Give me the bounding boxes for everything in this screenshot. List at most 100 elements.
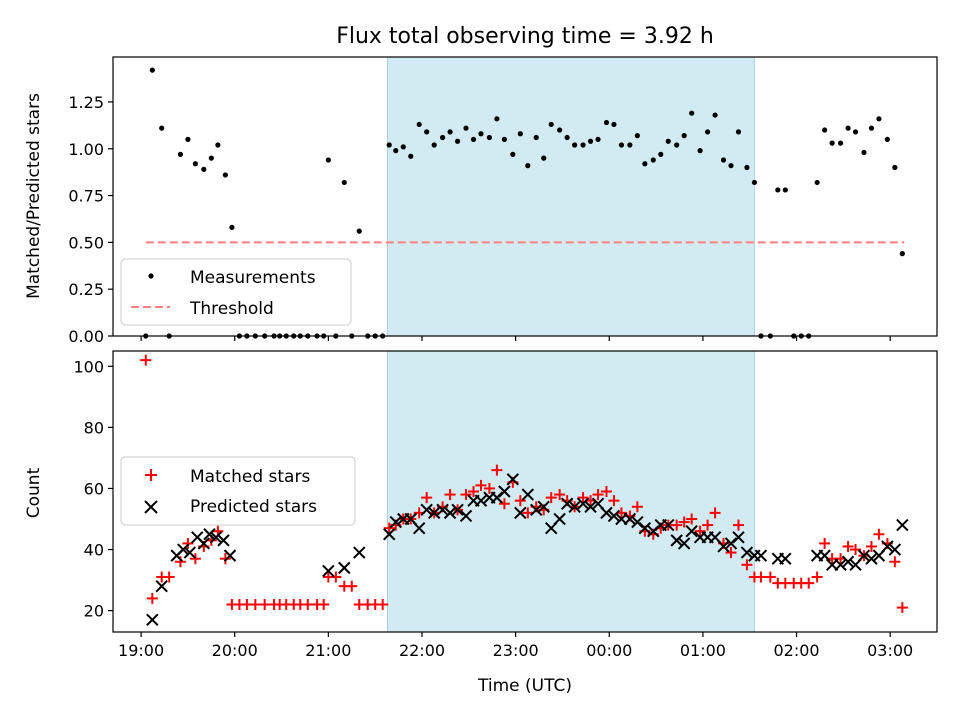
ytick-label: 0.00	[68, 327, 104, 346]
ytick-label: 0.75	[68, 187, 104, 206]
predicted-star-point	[841, 555, 855, 568]
matched-star-point	[811, 571, 823, 583]
predicted-star-point	[209, 531, 223, 544]
ratio-panel-ticks: 0.00 0.25 0.50 0.75 1.00 1.25	[68, 93, 891, 346]
xtick-label: 20:00	[212, 641, 258, 660]
ratio-legend: Measurements Threshold	[120, 258, 352, 326]
predicted-star-point	[412, 521, 426, 535]
matched-star-point	[146, 592, 158, 604]
measurement-point	[876, 116, 882, 122]
measurement-point	[580, 142, 586, 148]
count-panel-ylabel: Count	[24, 467, 44, 518]
measurement-point	[712, 112, 718, 118]
count-panel-frame	[112, 350, 938, 633]
predicted-star-point	[662, 518, 675, 532]
matched-star-point	[189, 553, 201, 565]
predicted-star-point	[146, 613, 159, 626]
predicted-star-point	[521, 488, 535, 501]
measurement-point	[478, 131, 484, 137]
predicted-star-point	[732, 531, 745, 544]
legend-threshold-label: Threshold	[189, 299, 274, 319]
ytick-label: 20	[84, 602, 104, 621]
measurement-point	[533, 134, 539, 141]
predicted-star-point	[451, 503, 464, 517]
predicted-star-point	[530, 503, 543, 517]
predicted-star-point	[217, 534, 230, 547]
measurement-point	[440, 134, 446, 141]
predicted-star-point	[443, 506, 457, 520]
predicted-star-point	[420, 503, 433, 517]
matched-star-point	[819, 537, 831, 549]
ratio-panel: 0.00 0.25 0.50 0.75 1.00 1.25 Matched/Predict…	[24, 56, 938, 346]
count-panel-ticks: 20 40 60 80 100 19:00 20:00 21:00 22:00 23:00 00:0…	[73, 357, 913, 660]
measurement-point	[892, 164, 898, 171]
measurement-point	[782, 187, 788, 193]
measurement-point	[595, 136, 601, 142]
predicted-star-point	[322, 564, 335, 578]
ytick-label: 0.50	[68, 233, 104, 252]
matched-star-point	[318, 599, 330, 611]
ratio-panel-shaded-span	[386, 56, 755, 337]
xtick-label: 02:00	[773, 641, 819, 660]
measurement-point	[697, 148, 703, 154]
legend-measurements-label: Measurements	[190, 268, 316, 288]
measurement-point	[751, 179, 758, 186]
measurement-point	[822, 127, 828, 133]
measurement-point	[704, 129, 711, 135]
measurement-point	[159, 125, 165, 131]
predicted-star-point	[677, 537, 691, 550]
matched-star-point	[577, 492, 589, 504]
matched-star-point	[383, 522, 395, 534]
count-legend: Matched stars Predicted stars	[120, 456, 356, 526]
predicted-star-point	[754, 549, 768, 562]
measurement-point	[899, 251, 905, 257]
predicted-star-point	[537, 500, 550, 513]
matched-star-point	[554, 489, 566, 501]
ytick-label: 0.25	[68, 280, 104, 299]
predicted-star-point	[568, 500, 581, 513]
ytick-label: 1.25	[68, 93, 104, 112]
matched-star-point	[725, 547, 737, 559]
matched-star-point	[709, 507, 721, 519]
measurement-point	[454, 138, 461, 144]
matched-star-point	[498, 498, 510, 510]
count-panel-points	[140, 354, 909, 626]
ytick-label: 1.00	[68, 140, 104, 159]
measurement-point	[341, 179, 347, 186]
matched-star-point	[873, 528, 885, 540]
figure-title: Flux total observing time = 3.92 h	[336, 24, 714, 49]
measurement-point	[494, 116, 500, 122]
measurement-point	[720, 157, 727, 163]
predicted-star-point	[197, 537, 211, 550]
count-panel: 20 40 60 80 100 19:00 20:00 21:00 22:00 23:00 00:0…	[24, 350, 938, 696]
matched-star-point	[491, 464, 503, 476]
measurement-point	[572, 142, 578, 148]
measurement-point	[215, 142, 221, 148]
measurement-point	[735, 129, 742, 135]
legend-matched-label: Matched stars	[190, 467, 310, 487]
predicted-star-point	[779, 552, 792, 565]
matched-star-point	[468, 486, 479, 497]
xtick-label: 22:00	[399, 641, 445, 660]
predicted-star-point	[685, 524, 698, 538]
measurement-point	[775, 187, 781, 193]
ratio-legend-box	[120, 258, 352, 326]
predicted-star-point	[474, 494, 488, 507]
measurement-point	[416, 121, 422, 128]
predicted-star-point	[203, 528, 216, 541]
measurement-point	[185, 136, 191, 142]
measurement-point	[611, 121, 617, 128]
measurement-point	[557, 127, 563, 133]
predicted-star-point	[584, 500, 597, 513]
measurement-point	[177, 151, 184, 157]
matched-star-point	[592, 489, 604, 501]
predicted-star-point	[834, 558, 847, 572]
measurement-point	[510, 151, 516, 157]
matched-star-point	[803, 577, 815, 589]
predicted-star-point	[223, 549, 237, 562]
measurement-point	[868, 125, 875, 131]
measurement-point	[884, 136, 890, 142]
measurement-point	[431, 142, 437, 148]
matched-star-point	[631, 501, 643, 513]
measurement-point	[400, 144, 406, 150]
